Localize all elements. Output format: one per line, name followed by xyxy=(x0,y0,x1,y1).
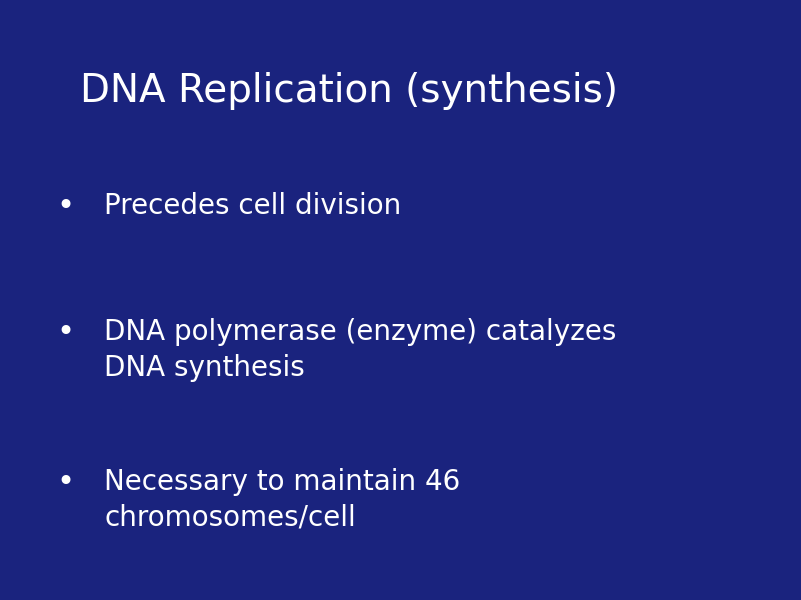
Text: DNA polymerase (enzyme) catalyzes
DNA synthesis: DNA polymerase (enzyme) catalyzes DNA sy… xyxy=(104,318,617,382)
Text: •: • xyxy=(56,468,74,497)
Text: Necessary to maintain 46
chromosomes/cell: Necessary to maintain 46 chromosomes/cel… xyxy=(104,468,461,532)
Text: •: • xyxy=(56,192,74,221)
Text: DNA Replication (synthesis): DNA Replication (synthesis) xyxy=(80,72,618,110)
Text: Precedes cell division: Precedes cell division xyxy=(104,192,401,220)
Text: •: • xyxy=(56,318,74,347)
